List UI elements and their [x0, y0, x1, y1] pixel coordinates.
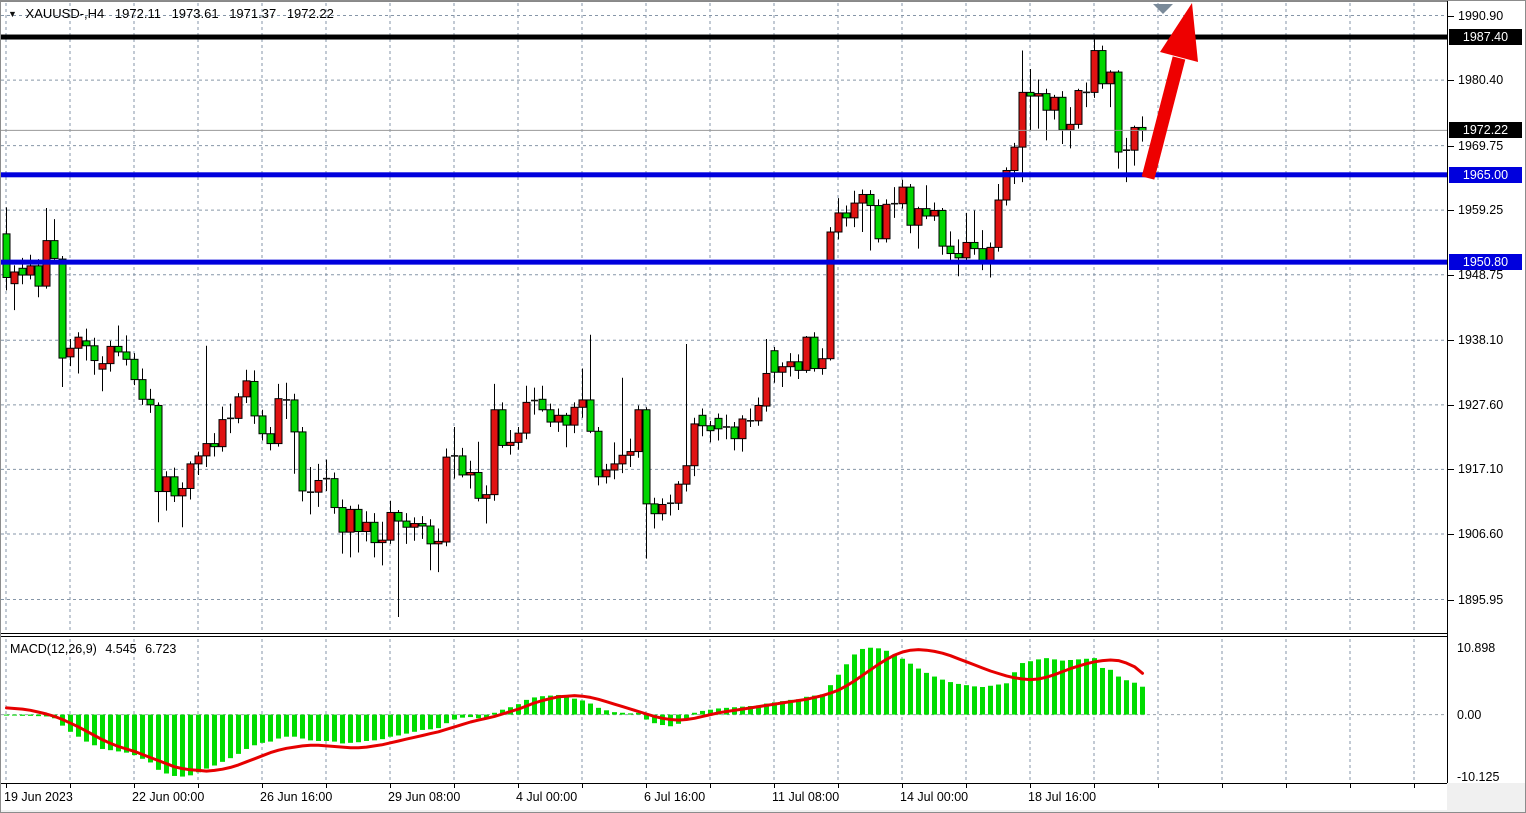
- time-tick-mark: [1414, 784, 1415, 788]
- time-tick-mark: [390, 784, 391, 788]
- time-tick-mark: [1286, 784, 1287, 788]
- time-axis-label: 18 Jul 16:00: [1028, 790, 1097, 804]
- time-tick-mark: [518, 784, 519, 788]
- info-close-value: 1972.22: [286, 6, 334, 21]
- triangle-object-icon[interactable]: [1153, 4, 1173, 14]
- time-tick-mark: [710, 784, 711, 788]
- price-tick-label: 1927.60: [1458, 397, 1504, 412]
- price-tick-mark: [1448, 404, 1454, 406]
- info-open-value: 1972.11: [114, 6, 161, 21]
- price-tick-label: 1948.75: [1458, 267, 1504, 282]
- time-tick-mark: [646, 784, 647, 788]
- chart-info-line: ▼ XAUUSD-,H4 1972.11 1973.61 1971.37 197…: [8, 6, 341, 21]
- main-gridlines: [1, 3, 1447, 632]
- macd-main-value: 4.545: [105, 642, 137, 656]
- price-marker-badge: 1987.40: [1449, 29, 1522, 46]
- time-tick-mark: [1222, 784, 1223, 788]
- time-tick-mark: [6, 784, 7, 788]
- panel-separator[interactable]: [1, 633, 1447, 634]
- time-tick-mark: [838, 784, 839, 788]
- macd-signal-value: 6.723: [145, 642, 177, 656]
- symbol-period-label: XAUUSD-,H4: [25, 6, 105, 21]
- macd-panel-canvas[interactable]: [1, 638, 1447, 783]
- time-tick-mark: [1350, 784, 1351, 788]
- time-axis-label: 22 Jun 00:00: [132, 790, 205, 804]
- price-marker-badge: 1950.80: [1449, 254, 1522, 271]
- price-tick-label: 1938.10: [1458, 333, 1504, 348]
- price-tick-mark: [1448, 145, 1454, 147]
- time-axis-label: 4 Jul 00:00: [516, 790, 578, 804]
- price-tick-mark: [1448, 80, 1454, 82]
- price-tick-mark: [1448, 340, 1454, 342]
- time-tick-mark: [198, 784, 199, 788]
- macd-axis-label: -10.125: [1457, 769, 1500, 784]
- price-chart-canvas[interactable]: [1, 1, 1447, 633]
- price-tick-label: 1917.10: [1458, 462, 1504, 477]
- price-tick-mark: [1448, 533, 1454, 535]
- time-tick-mark: [774, 784, 775, 788]
- price-tick-label: 1895.95: [1458, 592, 1504, 607]
- time-tick-mark: [1158, 784, 1159, 788]
- time-tick-mark: [262, 784, 263, 788]
- price-tick-label: 1990.90: [1458, 8, 1504, 23]
- price-marker-badge: 1965.00: [1449, 166, 1522, 183]
- macd-axis-label: 0.00: [1457, 707, 1482, 722]
- symbol-dropdown-icon[interactable]: ▼: [8, 9, 17, 19]
- horizontal-level-line[interactable]: [1, 259, 1447, 265]
- time-axis-label: 19 Jun 2023: [4, 790, 73, 804]
- time-tick-mark: [134, 784, 135, 788]
- time-tick-mark: [1030, 784, 1031, 788]
- macd-signal-line: [5, 648, 1144, 773]
- price-tick-label: 1906.60: [1458, 526, 1504, 541]
- price-tick-mark: [1448, 274, 1454, 276]
- macd-indicator-label: MACD(12,26,9) 4.545 6.723: [10, 642, 181, 656]
- price-tick-mark: [1448, 469, 1454, 471]
- price-tick-mark: [1448, 599, 1454, 601]
- info-low-value: 1971.37: [229, 6, 277, 21]
- macd-histogram: [4, 647, 1145, 777]
- info-high-value: 1973.61: [171, 6, 219, 21]
- price-tick-label: 1980.40: [1458, 73, 1504, 88]
- time-tick-mark: [454, 784, 455, 788]
- macd-axis-label: 10.898: [1457, 640, 1496, 655]
- time-axis-label: 26 Jun 16:00: [260, 790, 333, 804]
- time-tick-mark: [902, 784, 903, 788]
- time-axis-label: 14 Jul 00:00: [900, 790, 969, 804]
- time-axis[interactable]: 19 Jun 2023 22 Jun 00:00 26 Jun 16:00 29 Ju…: [1, 783, 1447, 810]
- time-axis-label: 11 Jul 08:00: [772, 790, 840, 804]
- price-axis[interactable]: 1990.90 1980.40 1969.75 1959.25 1948.75 1938.…: [1447, 1, 1525, 783]
- price-marker-badge: 1972.22: [1449, 122, 1522, 139]
- time-axis-label: 29 Jun 08:00: [388, 790, 461, 804]
- horizontal-level-line[interactable]: [1, 172, 1447, 178]
- price-tick-label: 1959.25: [1458, 203, 1504, 218]
- price-tick-label: 1969.75: [1458, 138, 1504, 153]
- time-tick-mark: [966, 784, 967, 788]
- panel-separator: [1, 636, 1447, 637]
- time-tick-mark: [326, 784, 327, 788]
- candlesticks: [2, 36, 1147, 618]
- time-axis-label: 6 Jul 16:00: [644, 790, 706, 804]
- horizontal-level-line[interactable]: [1, 34, 1447, 40]
- price-tick-mark: [1448, 210, 1454, 212]
- time-tick-mark: [1094, 784, 1095, 788]
- trend-arrow[interactable]: [1141, 3, 1198, 180]
- macd-name: MACD(12,26,9): [10, 642, 97, 656]
- chart-plot-area[interactable]: [1, 1, 1447, 784]
- price-tick-mark: [1448, 15, 1454, 17]
- time-tick-mark: [582, 784, 583, 788]
- time-tick-mark: [70, 784, 71, 788]
